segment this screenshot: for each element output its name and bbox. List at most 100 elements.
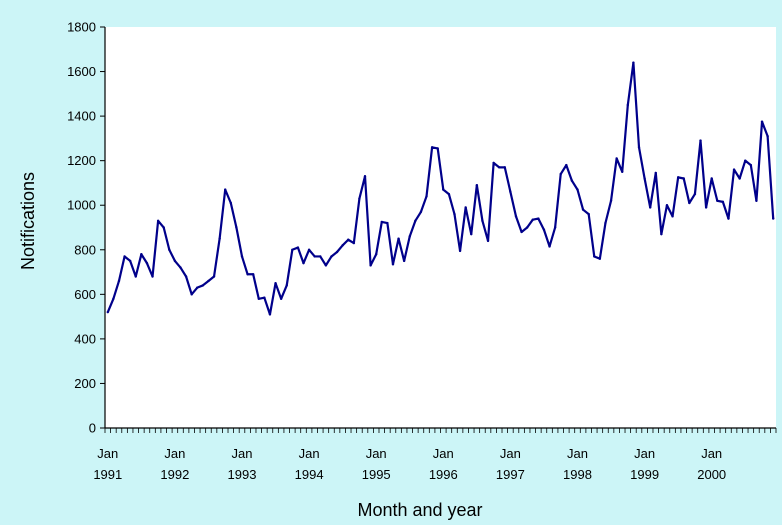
data-point bbox=[598, 257, 602, 260]
data-point bbox=[319, 255, 322, 258]
y-tick-label: 1000 bbox=[67, 198, 96, 213]
data-point bbox=[358, 197, 361, 200]
data-point bbox=[531, 218, 534, 221]
x-tick-label-year: 1998 bbox=[563, 467, 592, 482]
data-point bbox=[112, 297, 115, 300]
data-point bbox=[464, 206, 467, 209]
x-tick-label-month: Jan bbox=[500, 446, 521, 461]
data-point bbox=[553, 226, 557, 229]
data-point bbox=[274, 281, 277, 285]
data-point bbox=[307, 248, 311, 251]
data-point bbox=[341, 244, 344, 247]
x-tick-label-year: 1995 bbox=[362, 467, 391, 482]
data-point bbox=[285, 284, 288, 287]
data-point bbox=[537, 217, 540, 220]
data-point bbox=[212, 275, 216, 278]
data-point bbox=[453, 212, 456, 216]
y-tick-label: 1800 bbox=[67, 20, 96, 35]
y-axis: 0 200 400 600 800 1000 1200 1400 1600 1800 bbox=[67, 20, 106, 436]
data-point bbox=[363, 175, 367, 178]
data-point bbox=[263, 296, 266, 299]
data-point bbox=[151, 275, 154, 278]
data-point bbox=[196, 286, 199, 289]
data-point bbox=[738, 177, 741, 180]
data-point bbox=[184, 275, 188, 278]
data-point bbox=[559, 172, 562, 176]
x-axis: Jan 1991 Jan 1992 Jan 1993 Jan 1994 Jan 1995 Jan 19… bbox=[93, 427, 777, 482]
y-axis-title: Notifications bbox=[18, 172, 38, 270]
data-point bbox=[587, 212, 590, 216]
data-point bbox=[548, 245, 551, 248]
data-point bbox=[682, 177, 685, 180]
data-point bbox=[604, 221, 607, 225]
data-point bbox=[425, 195, 428, 198]
data-point bbox=[347, 238, 350, 241]
data-point bbox=[458, 249, 462, 253]
data-point bbox=[168, 248, 171, 251]
data-point bbox=[470, 232, 473, 236]
data-point bbox=[291, 248, 294, 251]
x-tick-label-month: Jan bbox=[433, 446, 454, 461]
data-point bbox=[475, 183, 479, 187]
data-point bbox=[716, 199, 719, 202]
data-point bbox=[676, 176, 680, 179]
data-point bbox=[313, 255, 316, 258]
data-point bbox=[447, 192, 451, 196]
data-point bbox=[648, 206, 652, 209]
data-point bbox=[128, 259, 132, 263]
y-tick-label: 800 bbox=[74, 242, 96, 257]
data-point bbox=[257, 297, 260, 300]
x-tick-label-month: Jan bbox=[164, 446, 185, 461]
x-tick-label-year: 1997 bbox=[496, 467, 525, 482]
data-point bbox=[721, 200, 725, 204]
data-point bbox=[106, 310, 110, 314]
y-tick-label: 200 bbox=[74, 376, 96, 391]
data-point bbox=[581, 208, 585, 211]
data-point bbox=[710, 177, 713, 180]
y-tick-label: 0 bbox=[89, 421, 96, 436]
data-point bbox=[117, 279, 121, 283]
data-point bbox=[565, 163, 568, 167]
data-point bbox=[621, 170, 624, 174]
data-point bbox=[498, 166, 501, 169]
data-point bbox=[688, 201, 691, 205]
x-tick-label-year: 1993 bbox=[228, 467, 257, 482]
data-point bbox=[744, 159, 747, 162]
y-tick-label: 1400 bbox=[67, 109, 96, 124]
x-tick-label-month: Jan bbox=[232, 446, 253, 461]
data-point bbox=[268, 313, 272, 316]
data-point bbox=[609, 199, 613, 202]
data-point bbox=[134, 275, 137, 278]
data-point bbox=[145, 261, 149, 265]
x-tick-label-year: 1992 bbox=[160, 467, 189, 482]
data-point bbox=[162, 226, 165, 229]
data-point bbox=[593, 255, 596, 258]
x-tick-label-year: 1996 bbox=[429, 467, 458, 482]
data-point bbox=[330, 255, 333, 258]
x-axis-title: Month and year bbox=[357, 500, 482, 520]
data-point bbox=[375, 253, 378, 256]
data-point bbox=[632, 61, 635, 64]
data-point bbox=[436, 147, 439, 150]
data-point bbox=[693, 192, 697, 196]
data-point bbox=[279, 297, 283, 300]
x-tick-label-month: Jan bbox=[366, 446, 387, 461]
data-point bbox=[486, 239, 490, 243]
data-point bbox=[492, 161, 495, 165]
data-point bbox=[665, 204, 669, 207]
data-point bbox=[156, 219, 160, 223]
data-point bbox=[643, 177, 646, 180]
data-point bbox=[229, 201, 233, 205]
data-point bbox=[246, 273, 249, 276]
data-point bbox=[408, 235, 411, 238]
x-tick-label-month: Jan bbox=[634, 446, 655, 461]
data-point bbox=[251, 273, 255, 276]
data-point bbox=[525, 226, 529, 229]
data-point bbox=[760, 120, 764, 123]
x-tick-label-month: Jan bbox=[299, 446, 320, 461]
data-point bbox=[442, 188, 445, 191]
data-point bbox=[732, 168, 736, 171]
data-point bbox=[224, 188, 227, 191]
data-point bbox=[615, 157, 618, 160]
data-point bbox=[380, 220, 383, 224]
